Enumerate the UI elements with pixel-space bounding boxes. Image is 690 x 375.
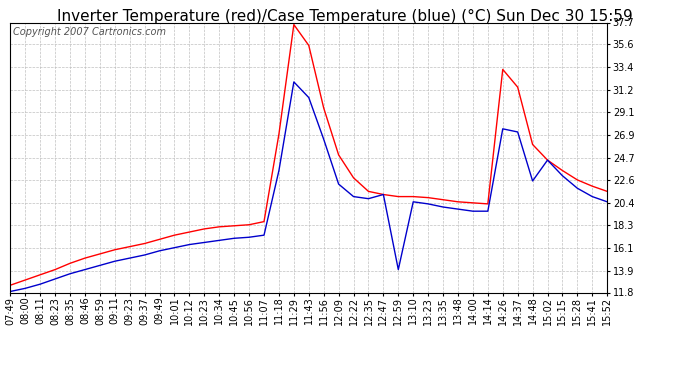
Text: Inverter Temperature (red)/Case Temperature (blue) (°C) Sun Dec 30 15:59: Inverter Temperature (red)/Case Temperat… (57, 9, 633, 24)
Text: Copyright 2007 Cartronics.com: Copyright 2007 Cartronics.com (13, 27, 166, 36)
